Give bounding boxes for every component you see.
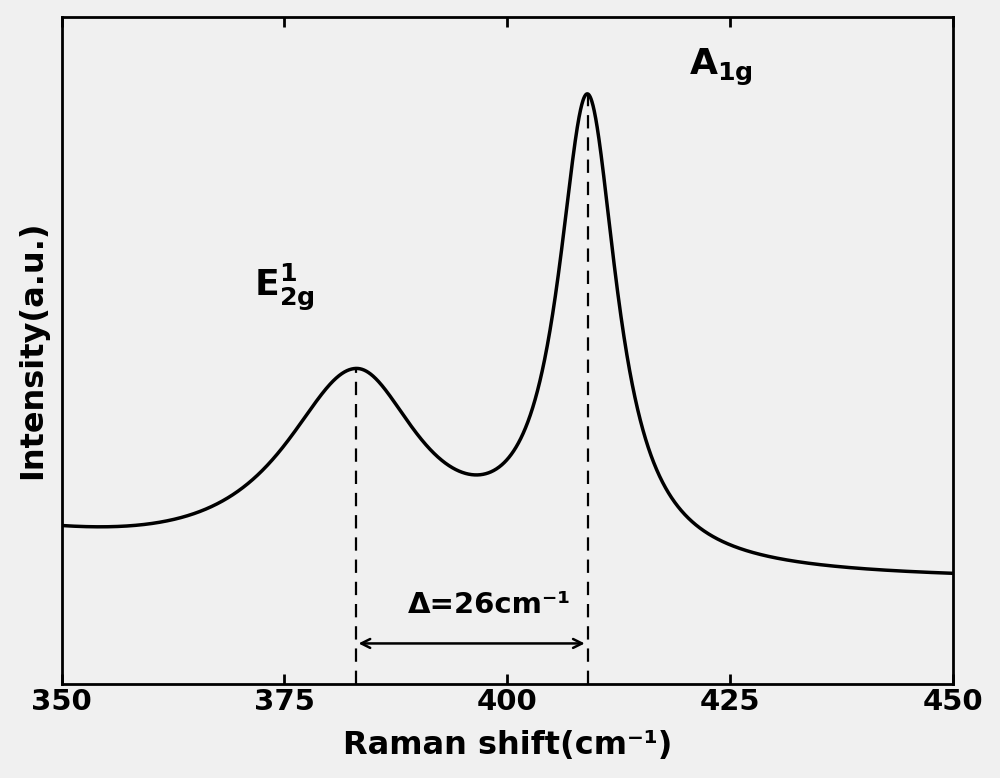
Text: $\mathbf{E}^{\mathbf{1}}_{\mathbf{2g}}$: $\mathbf{E}^{\mathbf{1}}_{\mathbf{2g}}$ — [254, 261, 315, 313]
Y-axis label: Intensity(a.u.): Intensity(a.u.) — [17, 221, 48, 479]
X-axis label: Raman shift(cm⁻¹): Raman shift(cm⁻¹) — [343, 731, 672, 762]
Text: Δ=26cm⁻¹: Δ=26cm⁻¹ — [408, 591, 571, 619]
Text: $\mathbf{A}_{\mathbf{1g}}$: $\mathbf{A}_{\mathbf{1g}}$ — [689, 47, 753, 88]
